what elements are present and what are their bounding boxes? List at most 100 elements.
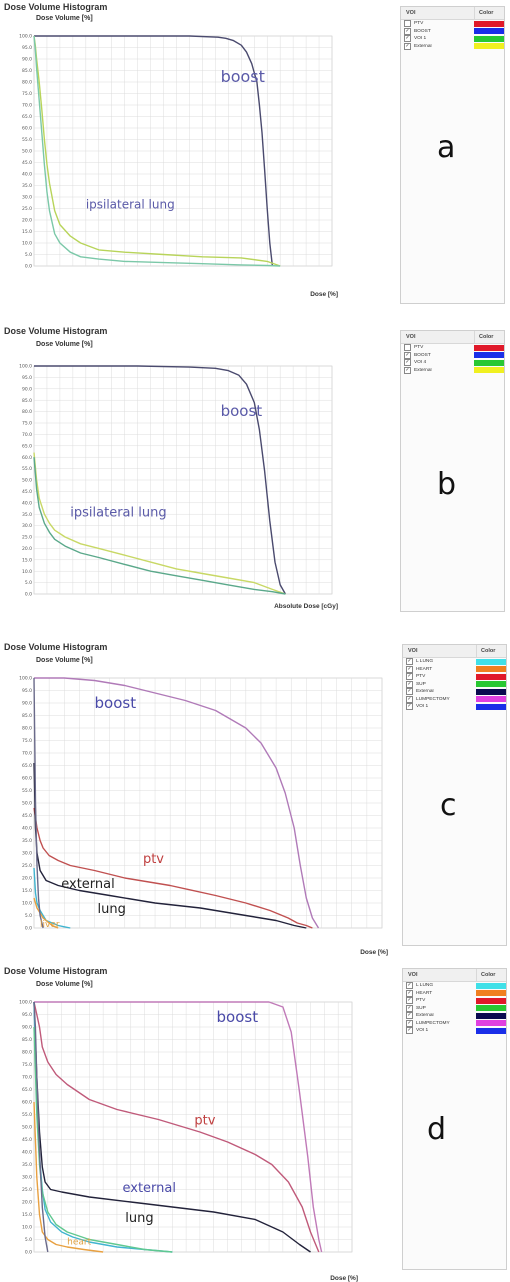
y-tick-label-a: 35.0 xyxy=(22,183,32,189)
annotation-ipsilateral-lung-a: ipsilateral lung xyxy=(86,198,175,212)
voi-visibility-checkbox[interactable]: ✓ xyxy=(404,359,411,367)
y-tick-label-d: 30.0 xyxy=(22,1175,32,1181)
y-tick-label-d: 15.0 xyxy=(22,1212,32,1218)
y-tick-label-b: 50.0 xyxy=(22,478,32,484)
y-tick-label-a: 45.0 xyxy=(22,160,32,166)
legend-item-label: SUP xyxy=(415,681,426,687)
y-tick-label-c: 70.0 xyxy=(22,751,32,757)
dvh-curve-b-1 xyxy=(34,365,287,595)
x-axis-label-a: Dose [%] xyxy=(310,291,338,298)
legend-item-label: SUP xyxy=(415,1005,426,1011)
legend-color-swatch xyxy=(476,1012,506,1019)
legend-item-label: L LUNG xyxy=(415,983,434,989)
y-tick-label-d: 90.0 xyxy=(22,1025,32,1031)
legend-item: ✓ VOI 1 xyxy=(403,703,506,711)
y-tick-label-c: 50.0 xyxy=(22,801,32,807)
y-tick-label-c: 15.0 xyxy=(22,888,32,894)
legend-color-swatch xyxy=(476,1020,506,1027)
voi-visibility-checkbox[interactable]: ✓ xyxy=(406,673,413,681)
y-tick-label-b: 15.0 xyxy=(22,557,32,563)
y-tick-label-d: 85.0 xyxy=(22,1037,32,1043)
legend-header-voi: VOI xyxy=(403,969,477,981)
legend-color-swatch xyxy=(476,1027,506,1034)
legend-header: VOI Color xyxy=(403,645,506,658)
legend-item-label: VOI 1 xyxy=(413,36,427,42)
voi-visibility-checkbox[interactable]: ✓ xyxy=(406,695,413,703)
voi-legend-c: VOI Color ✓ L LUNG ✓ HEART ✓ PTV ✓ SUP ✓ External ✓ L… xyxy=(402,644,507,946)
voi-visibility-checkbox[interactable] xyxy=(404,344,411,352)
voi-visibility-checkbox[interactable]: ✓ xyxy=(404,351,411,359)
annotation-lung-d: lung xyxy=(125,1211,153,1226)
legend-item: ✓ SUP xyxy=(403,1004,506,1013)
voi-visibility-checkbox[interactable]: ✓ xyxy=(406,989,413,997)
annotation-heart-d: heart xyxy=(67,1238,91,1248)
legend-header-voi: VOI xyxy=(401,7,475,19)
y-tick-label-b: 60.0 xyxy=(22,455,32,461)
voi-visibility-checkbox[interactable]: ✓ xyxy=(406,1027,413,1035)
voi-visibility-checkbox[interactable]: ✓ xyxy=(406,997,413,1005)
legend-item: ✓ PTV xyxy=(403,673,506,681)
voi-visibility-checkbox[interactable]: ✓ xyxy=(406,1012,413,1020)
dvh-curve-b-3 xyxy=(33,457,286,595)
annotation-external-c: external xyxy=(61,877,115,892)
x-axis-label-b: Absolute Dose [cGy] xyxy=(274,603,338,610)
x-axis-label-d: Dose [%] xyxy=(330,1275,358,1282)
y-tick-label-b: 100.0 xyxy=(19,364,32,370)
dvh-curve-c-5 xyxy=(33,897,59,929)
y-tick-label-a: 0.0 xyxy=(25,264,32,270)
legend-item: ✓ LUMPECTOMY xyxy=(403,695,506,704)
panel-letter-d: d xyxy=(427,1112,447,1147)
y-tick-label-a: 15.0 xyxy=(22,229,32,235)
annotation-lung-c: lung xyxy=(98,902,126,917)
y-tick-label-a: 25.0 xyxy=(22,206,32,212)
annotation-liver-c: liver xyxy=(40,920,60,930)
voi-visibility-checkbox[interactable] xyxy=(404,20,411,28)
annotation-boost-b: boost xyxy=(221,402,263,420)
legend-item: ✓ External xyxy=(401,42,504,51)
legend-item-label: HEART xyxy=(415,990,433,996)
voi-visibility-checkbox[interactable]: ✓ xyxy=(406,703,413,711)
legend-color-swatch xyxy=(474,20,504,27)
voi-visibility-checkbox[interactable]: ✓ xyxy=(404,42,411,50)
y-tick-label-d: 95.0 xyxy=(22,1012,32,1018)
annotation-ptv-d: ptv xyxy=(194,1114,215,1129)
voi-visibility-checkbox[interactable]: ✓ xyxy=(404,35,411,43)
y-tick-label-a: 100.0 xyxy=(19,34,32,40)
voi-visibility-checkbox[interactable]: ✓ xyxy=(406,688,413,696)
voi-visibility-checkbox[interactable]: ✓ xyxy=(406,658,413,666)
voi-legend-d: VOI Color ✓ L LUNG ✓ HEART ✓ PTV ✓ SUP ✓ External ✓ L… xyxy=(402,968,507,1270)
y-tick-label-b: 0.0 xyxy=(25,592,32,598)
y-tick-label-c: 20.0 xyxy=(22,876,32,882)
y-tick-label-a: 80.0 xyxy=(22,80,32,86)
annotation-ptv-c: ptv xyxy=(143,852,164,867)
voi-visibility-checkbox[interactable]: ✓ xyxy=(406,1004,413,1012)
chart-title-d: Dose Volume Histogram xyxy=(4,966,107,976)
legend-item: ✓ SUP xyxy=(403,680,506,689)
voi-visibility-checkbox[interactable]: ✓ xyxy=(404,366,411,374)
dvh-chart-c: Dose Volume Histogram Dose Volume [%] Dose… xyxy=(4,642,388,956)
legend-color-swatch xyxy=(476,666,506,673)
legend-color-swatch xyxy=(474,352,504,359)
y-tick-label-c: 30.0 xyxy=(22,851,32,857)
y-tick-label-c: 35.0 xyxy=(22,838,32,844)
y-tick-label-b: 40.0 xyxy=(22,500,32,506)
annotation-boost-a: boost xyxy=(221,67,265,86)
legend-item-label: External xyxy=(413,367,432,373)
voi-visibility-checkbox[interactable]: ✓ xyxy=(404,27,411,35)
y-tick-label-b: 5.0 xyxy=(25,580,32,586)
voi-visibility-checkbox[interactable]: ✓ xyxy=(406,982,413,990)
y-tick-label-b: 85.0 xyxy=(22,398,32,404)
voi-visibility-checkbox[interactable]: ✓ xyxy=(406,1019,413,1027)
y-tick-label-c: 100.0 xyxy=(19,676,32,682)
legend-item: ✓ L LUNG xyxy=(403,982,506,990)
legend-item-label: PTV xyxy=(413,21,424,27)
legend-item: ✓ External xyxy=(403,688,506,696)
legend-color-swatch xyxy=(476,997,506,1004)
y-tick-label-d: 10.0 xyxy=(22,1225,32,1231)
voi-visibility-checkbox[interactable]: ✓ xyxy=(406,665,413,673)
chart-title-c: Dose Volume Histogram xyxy=(4,642,107,652)
y-tick-label-b: 25.0 xyxy=(22,535,32,541)
dvh-curve-c-2 xyxy=(33,807,313,929)
legend-header-voi: VOI xyxy=(403,645,477,657)
voi-visibility-checkbox[interactable]: ✓ xyxy=(406,680,413,688)
